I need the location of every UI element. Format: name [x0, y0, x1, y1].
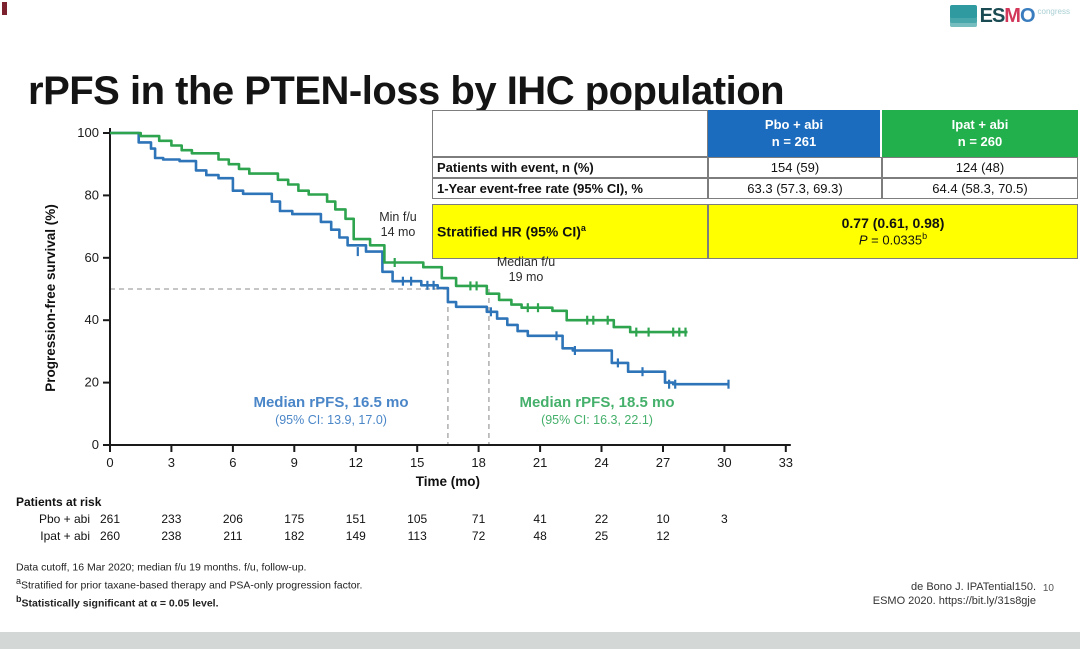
x-tick-label: 18 [471, 455, 485, 470]
x-tick-label: 27 [656, 455, 670, 470]
axes [108, 128, 791, 446]
risk-count: 113 [407, 529, 427, 543]
footnotes: Data cutoff, 16 Mar 2020; median f/u 19 … [16, 557, 362, 611]
risk-label-ipat: Ipat + abi [40, 529, 90, 543]
y-tick-label: 0 [92, 437, 99, 452]
hr-row-label: Stratified HR (95% CI)a [432, 204, 708, 259]
risk-count: 175 [284, 512, 305, 526]
y-tick-label: 100 [77, 125, 99, 140]
esmo-letter: O [1019, 5, 1036, 27]
pbo-n-label: n = 261 [771, 134, 817, 149]
patients-at-risk-title: Patients at risk [16, 495, 102, 509]
min-followup-annotation: Min f/u 14 mo [379, 210, 417, 239]
esmo-letter: M [1004, 5, 1021, 27]
hr-value-cell: 0.77 (0.61, 0.98) P = 0.0335b [708, 204, 1078, 259]
hr-value: 0.77 (0.61, 0.98) [841, 215, 945, 232]
risk-values-pbo: 261 233 206 175 151 105 71 41 22 10 3 [0, 512, 1080, 528]
y-axis-title: Progression-free survival (%) [43, 204, 58, 392]
x-tick-label: 0 [106, 455, 113, 470]
ipat-n-label: n = 260 [957, 134, 1003, 149]
page-number: 10 [1042, 583, 1054, 594]
median-followup-annotation: Median f/u 19 mo [496, 255, 556, 284]
p-value: P = 0.0335b [858, 231, 928, 248]
corner-artifact [2, 2, 7, 15]
km-chart: 0 3 6 9 12 15 18 21 24 27 30 33 0 20 40 60 80 100 Time (mo… [43, 125, 793, 489]
events-pbo-value: 154 (59) [708, 157, 882, 178]
esmo-congress-label: congress [1037, 7, 1070, 16]
risk-count: 238 [161, 529, 182, 543]
footnote-line: aStratified for prior taxane-based thera… [16, 576, 363, 592]
y-tick-label: 20 [85, 375, 99, 390]
eventfree-pbo-value: 63.3 (57.3, 69.3) [708, 178, 882, 199]
row-label-events: Patients with event, n (%) [432, 157, 708, 178]
risk-count: 3 [721, 512, 728, 526]
table-row: 1-Year event-free rate (95% CI), % 63.3 … [432, 178, 1078, 199]
esmo-letter: S [991, 5, 1005, 27]
risk-count: 10 [656, 512, 670, 526]
risk-count: 105 [407, 512, 428, 526]
hr-label-superscript: a [580, 223, 586, 234]
median-ipat-annotation: Median rPFS, 18.5 mo (95% CI: 16.3, 22.1… [519, 394, 675, 427]
risk-values-ipat: 260 238 211 182 149 113 72 48 25 12 [0, 529, 1080, 545]
ipat-arm-label: Ipat + abi [951, 117, 1009, 132]
citation: de Bono J. IPATential150. ESMO 2020. htt… [873, 580, 1036, 608]
bottom-bar [0, 632, 1080, 649]
x-tick-label: 15 [410, 455, 424, 470]
risk-count: 182 [284, 529, 305, 543]
events-ipat-value: 124 (48) [882, 157, 1078, 178]
footnote-line: bStatistically significant at α = 0.05 l… [16, 594, 219, 610]
citation-line2: ESMO 2020. https://bit.ly/31s8gje [872, 595, 1036, 607]
y-tick-label: 40 [85, 312, 99, 327]
table-header-row: Pbo + abi n = 261 Ipat + abi n = 260 [432, 110, 1078, 157]
risk-count: 25 [594, 529, 609, 543]
risk-count: 149 [345, 529, 366, 543]
risk-count: 206 [222, 512, 243, 526]
page-title: rPFS in the PTEN-loss by IHC population [28, 68, 785, 113]
y-tick-label: 80 [85, 187, 99, 202]
row-label-eventfree: 1-Year event-free rate (95% CI), % [432, 178, 708, 199]
risk-count: 233 [161, 512, 182, 526]
risk-count: 151 [345, 512, 366, 526]
risk-label-pbo: Pbo + abi [38, 512, 90, 526]
x-tick-label: 6 [229, 455, 236, 470]
x-tick-label: 3 [168, 455, 175, 470]
risk-count: 72 [471, 529, 486, 543]
esmo-logo: ESMO congress [949, 5, 1070, 27]
km-curve-ipat [110, 131, 688, 334]
x-tick-label: 24 [594, 455, 608, 470]
risk-count: 211 [223, 529, 243, 543]
summary-table: Pbo + abi n = 261 Ipat + abi n = 260 Pat… [432, 110, 1078, 259]
x-tick-label: 9 [291, 455, 298, 470]
risk-count: 71 [471, 512, 486, 526]
risk-count: 22 [594, 512, 609, 526]
risk-count: 12 [656, 529, 670, 543]
x-tick-label: 21 [533, 455, 547, 470]
risk-count: 261 [99, 512, 121, 526]
esmo-badge-icon [949, 5, 977, 27]
esmo-logo-text: ESMO [979, 5, 1036, 27]
x-axis-title: Time (mo) [416, 474, 480, 489]
citation-line1: de Bono J. IPATential150. [911, 581, 1036, 593]
table-header-ipat: Ipat + abi n = 260 [882, 110, 1078, 157]
x-tick-label: 33 [779, 455, 793, 470]
eventfree-ipat-value: 64.4 (58.3, 70.5) [882, 178, 1078, 199]
table-header-pbo: Pbo + abi n = 261 [708, 110, 882, 157]
esmo-letter: E [979, 5, 993, 27]
x-tick-label: 12 [349, 455, 363, 470]
table-row: Patients with event, n (%) 154 (59) 124 … [432, 157, 1078, 178]
y-tick-label: 60 [85, 250, 99, 265]
x-tick-label: 30 [717, 455, 731, 470]
km-curve-pbo [110, 131, 729, 386]
median-pbo-annotation: Median rPFS, 16.5 mo (95% CI: 13.9, 17.0… [253, 394, 409, 427]
risk-count: 260 [99, 529, 121, 543]
hazard-ratio-row: Stratified HR (95% CI)a 0.77 (0.61, 0.98… [432, 204, 1078, 259]
risk-count: 48 [533, 529, 547, 543]
pbo-arm-label: Pbo + abi [764, 117, 824, 132]
risk-count: 41 [533, 512, 547, 526]
footnote-line: Data cutoff, 16 Mar 2020; median f/u 19 … [16, 561, 307, 574]
table-corner-cell [432, 110, 708, 157]
